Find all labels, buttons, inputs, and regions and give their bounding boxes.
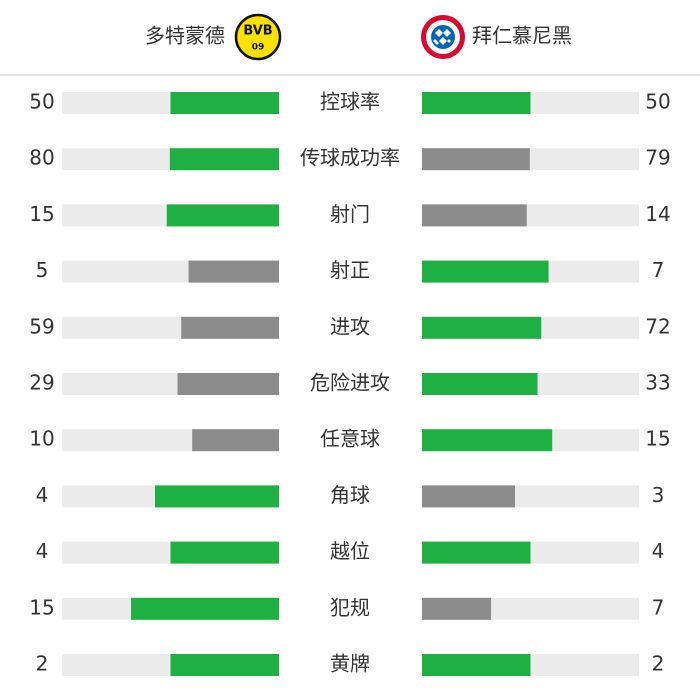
away-bar (422, 204, 527, 227)
away-team: 拜仁慕尼黑 (472, 24, 572, 48)
home-bar (170, 541, 279, 564)
home-value: 50 (29, 90, 54, 114)
away-value: 79 (645, 146, 670, 170)
stat-label: 射门 (330, 202, 370, 226)
away-bar (422, 373, 538, 395)
home-value: 2 (36, 652, 49, 676)
home-bar (192, 429, 279, 452)
logo-text: BVB (243, 24, 272, 39)
home-value: 29 (29, 371, 54, 395)
away-bar (422, 260, 549, 283)
away-value: 7 (652, 258, 665, 282)
home-value: 59 (29, 314, 54, 338)
stat-label: 控球率 (320, 90, 380, 114)
home-value: 5 (36, 258, 49, 282)
away-value: 2 (652, 652, 665, 676)
logo-text: 09 (252, 43, 265, 53)
home-bar (170, 654, 279, 676)
away-value: 33 (645, 371, 670, 395)
stat-label: 犯规 (330, 595, 370, 619)
away-value: 7 (652, 595, 665, 619)
stat-label: 传球成功率 (300, 146, 400, 170)
away-value: 15 (645, 427, 670, 451)
home-bar (181, 316, 279, 339)
away-bar (422, 597, 492, 620)
home-value: 15 (29, 595, 54, 619)
away-value: 72 (645, 314, 670, 338)
away-value: 4 (652, 539, 665, 563)
home-logo: BVB 09 (234, 13, 282, 61)
home-bar (188, 260, 279, 283)
home-bar (169, 148, 279, 171)
home-team: 多特蒙德 (145, 24, 225, 48)
away-bar (422, 485, 515, 508)
stat-label: 越位 (330, 539, 370, 563)
away-value: 3 (652, 483, 665, 507)
stat-label: 黄牌 (330, 652, 370, 676)
away-bar (422, 92, 531, 114)
away-bar (422, 654, 531, 676)
away-bar (422, 316, 542, 339)
away-bar (422, 148, 530, 171)
away-value: 14 (645, 202, 670, 226)
stat-label: 射正 (330, 258, 370, 282)
away-bar (422, 541, 531, 564)
home-value: 15 (29, 202, 54, 226)
away-value: 50 (645, 90, 670, 114)
home-bar (177, 373, 279, 395)
home-value: 4 (36, 483, 49, 507)
home-value: 4 (36, 539, 49, 563)
stat-label: 角球 (330, 483, 370, 507)
home-value: 10 (29, 427, 54, 451)
home-bar (155, 485, 279, 508)
home-bar (131, 597, 279, 620)
stat-label: 危险进攻 (310, 371, 390, 395)
home-value: 80 (29, 146, 54, 170)
home-bar (166, 204, 279, 227)
home-bar (170, 92, 279, 114)
stat-label: 进攻 (330, 314, 370, 338)
away-bar (422, 429, 553, 452)
away-logo (421, 15, 465, 59)
stat-label: 任意球 (320, 427, 380, 451)
